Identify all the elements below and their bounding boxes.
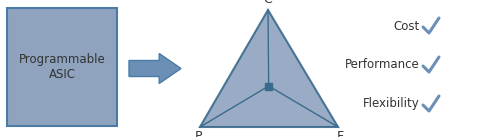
Text: Cost: Cost — [394, 19, 420, 32]
Text: P: P — [194, 130, 202, 137]
Text: Performance: Performance — [345, 58, 420, 72]
Polygon shape — [200, 10, 338, 127]
Bar — [265, 82, 272, 89]
Text: C: C — [264, 0, 272, 6]
Text: Flexibility: Flexibility — [363, 98, 420, 111]
Text: Programmable: Programmable — [18, 52, 106, 65]
Text: ASIC: ASIC — [48, 68, 76, 82]
Bar — [7, 8, 117, 126]
Polygon shape — [129, 54, 181, 83]
Text: F: F — [336, 130, 344, 137]
